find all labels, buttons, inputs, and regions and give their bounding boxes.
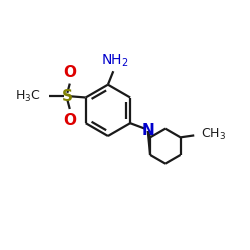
Text: N: N xyxy=(141,124,154,138)
Text: S: S xyxy=(62,89,73,104)
Text: CH$_3$: CH$_3$ xyxy=(201,127,226,142)
Text: NH$_2$: NH$_2$ xyxy=(101,53,128,69)
Text: H$_3$C: H$_3$C xyxy=(15,89,40,104)
Text: O: O xyxy=(63,65,76,80)
Text: O: O xyxy=(63,113,76,128)
